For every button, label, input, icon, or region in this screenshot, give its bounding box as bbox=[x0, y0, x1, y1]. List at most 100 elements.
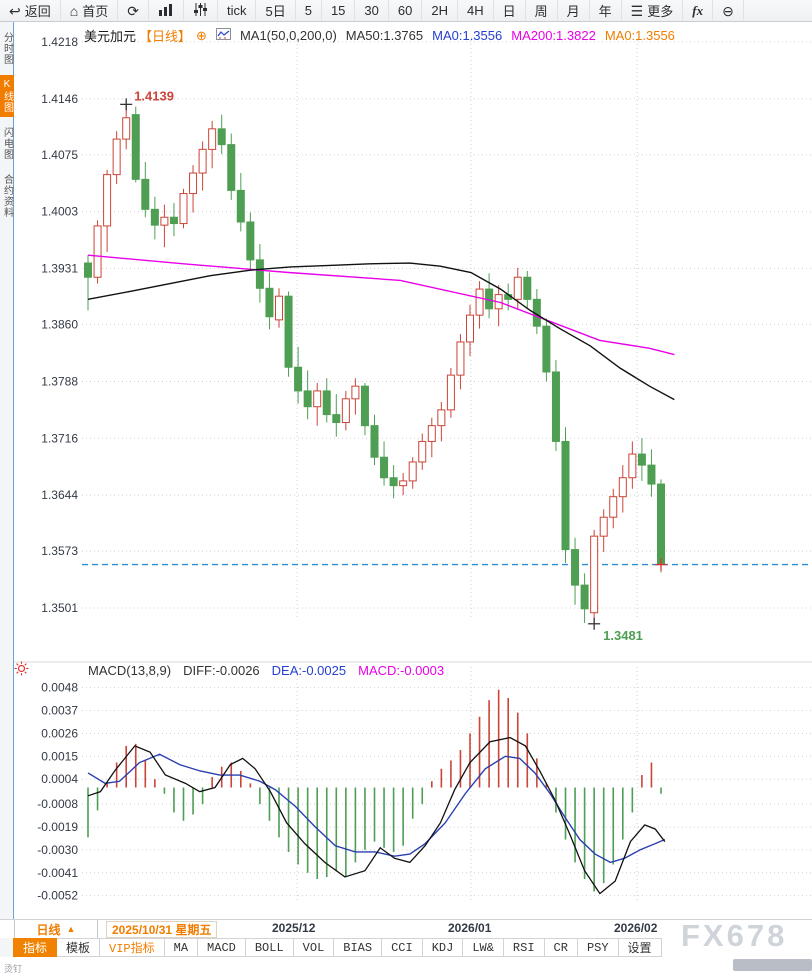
sidebar-item-contract-info[interactable]: 合约资料 bbox=[1, 174, 13, 218]
candle[interactable] bbox=[246, 221, 255, 261]
sidebar-item-timeline-chart[interactable]: 分时图 bbox=[1, 32, 13, 65]
period-dropdown[interactable]: 日线 ▲ bbox=[14, 920, 98, 939]
candle[interactable] bbox=[150, 208, 159, 226]
period-4h-button[interactable]: 4H bbox=[458, 0, 494, 21]
candle[interactable] bbox=[122, 117, 131, 140]
indicator-cci[interactable]: CCI bbox=[382, 938, 423, 957]
period-60min-button[interactable]: 60 bbox=[389, 0, 423, 21]
period-month-button[interactable]: 月 bbox=[558, 0, 590, 21]
candle[interactable] bbox=[294, 366, 303, 392]
indicator-vol[interactable]: VOL bbox=[293, 938, 335, 957]
candle[interactable] bbox=[255, 259, 264, 289]
candle[interactable] bbox=[208, 128, 217, 150]
candle[interactable] bbox=[360, 385, 369, 427]
period-15min-button[interactable]: 15 bbox=[322, 0, 356, 21]
tab-templates[interactable]: 模板 bbox=[57, 938, 101, 957]
sidebar-item-kline-chart[interactable]: K线图 bbox=[0, 75, 14, 117]
compare-add-icon[interactable]: ⊕ bbox=[196, 27, 207, 43]
candle[interactable] bbox=[160, 216, 169, 226]
home-button[interactable]: ⌂ 首页 bbox=[61, 0, 119, 21]
indicator-lw[interactable]: LW& bbox=[463, 938, 504, 957]
indicator-kdj[interactable]: KDJ bbox=[422, 938, 464, 957]
candle[interactable] bbox=[466, 314, 474, 343]
period-5day-button[interactable]: 5日 bbox=[256, 0, 296, 21]
candle[interactable] bbox=[408, 461, 417, 482]
candle[interactable] bbox=[609, 496, 618, 518]
indicator-bias[interactable]: BIAS bbox=[334, 938, 383, 957]
candle[interactable] bbox=[542, 325, 551, 373]
candlestick-macd-chart[interactable]: 1.4218 1.4146 1.4075 1.4003 1.3931 1.3860 1.37… bbox=[14, 22, 812, 919]
candle[interactable] bbox=[475, 288, 484, 316]
period-year-button[interactable]: 年 bbox=[590, 0, 622, 21]
candle[interactable] bbox=[189, 172, 198, 195]
candle[interactable] bbox=[236, 189, 245, 223]
horizontal-scrollbar-thumb[interactable] bbox=[733, 959, 812, 971]
indicator-rsi[interactable]: RSI bbox=[503, 938, 545, 957]
indicator-settings[interactable]: 设置 bbox=[618, 938, 662, 957]
more-button[interactable]: ☰ 更多 bbox=[622, 0, 684, 21]
candle[interactable] bbox=[456, 341, 465, 376]
candle[interactable] bbox=[131, 114, 140, 180]
candle[interactable] bbox=[599, 516, 608, 537]
candle[interactable] bbox=[84, 262, 92, 278]
candle[interactable] bbox=[227, 144, 236, 191]
candle[interactable] bbox=[332, 414, 341, 423]
candle[interactable] bbox=[637, 453, 646, 466]
chart-type-button[interactable] bbox=[149, 0, 184, 21]
candle[interactable] bbox=[284, 295, 293, 368]
ma-legend-icon[interactable] bbox=[215, 28, 231, 43]
candle[interactable] bbox=[380, 456, 389, 479]
candle[interactable] bbox=[647, 464, 656, 485]
candle[interactable] bbox=[370, 425, 379, 458]
indicator-cr[interactable]: CR bbox=[544, 938, 578, 957]
candle[interactable] bbox=[217, 128, 226, 146]
candle[interactable] bbox=[446, 374, 455, 411]
candle[interactable] bbox=[275, 295, 283, 321]
candle[interactable] bbox=[437, 409, 446, 427]
candle[interactable] bbox=[303, 390, 312, 408]
period-week-button[interactable]: 周 bbox=[526, 0, 558, 21]
zoom-out-button[interactable]: ⊖ bbox=[713, 0, 744, 21]
period-tick-button[interactable]: tick bbox=[218, 0, 257, 21]
candle[interactable] bbox=[571, 549, 580, 586]
candle[interactable] bbox=[351, 385, 360, 400]
candle[interactable] bbox=[389, 477, 398, 487]
candle[interactable] bbox=[418, 440, 427, 463]
candle[interactable] bbox=[628, 453, 637, 479]
candle[interactable] bbox=[618, 477, 627, 498]
period-5min-button[interactable]: 5 bbox=[296, 0, 322, 21]
candle[interactable] bbox=[322, 390, 331, 416]
indicator-settings-sun-icon[interactable] bbox=[14, 661, 29, 681]
candle[interactable] bbox=[513, 276, 522, 300]
candle[interactable] bbox=[551, 371, 560, 442]
indicator-settings-button[interactable] bbox=[184, 0, 218, 21]
candle[interactable] bbox=[427, 425, 436, 442]
candle[interactable] bbox=[179, 193, 188, 225]
candle[interactable] bbox=[561, 440, 570, 551]
refresh-button[interactable]: ⟳ bbox=[118, 0, 149, 21]
period-day-button[interactable]: 日 bbox=[494, 0, 526, 21]
sidebar-item-lightning-chart[interactable]: 闪电图 bbox=[1, 127, 13, 160]
candle[interactable] bbox=[198, 148, 207, 174]
candle[interactable] bbox=[93, 225, 102, 278]
candle[interactable] bbox=[580, 584, 589, 610]
candle[interactable] bbox=[523, 276, 532, 300]
candle[interactable] bbox=[103, 174, 112, 227]
candle[interactable] bbox=[657, 483, 665, 566]
candle[interactable] bbox=[141, 178, 150, 210]
indicator-psy[interactable]: PSY bbox=[577, 938, 619, 957]
formula-fx-button[interactable]: fx bbox=[683, 0, 714, 21]
candle[interactable] bbox=[169, 216, 178, 225]
tab-vip-indicators[interactable]: VIP指标 bbox=[100, 938, 165, 957]
indicator-macd[interactable]: MACD bbox=[198, 938, 246, 957]
period-30min-button[interactable]: 30 bbox=[355, 0, 389, 21]
tab-indicators[interactable]: 指标 bbox=[13, 938, 58, 957]
period-2h-button[interactable]: 2H bbox=[422, 0, 458, 21]
candle[interactable] bbox=[112, 138, 121, 176]
indicator-ma[interactable]: MA bbox=[164, 938, 199, 957]
candle[interactable] bbox=[313, 390, 322, 408]
candle[interactable] bbox=[265, 287, 274, 318]
candle[interactable] bbox=[399, 480, 408, 487]
indicator-boll[interactable]: BOLL bbox=[245, 938, 294, 957]
candle[interactable] bbox=[590, 535, 599, 614]
